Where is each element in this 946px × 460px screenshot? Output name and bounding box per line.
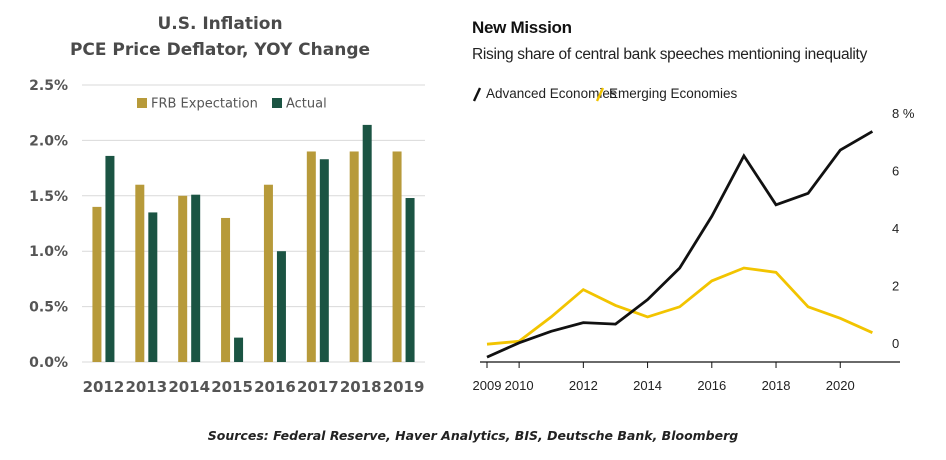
x-tick-label: 2012 xyxy=(569,378,598,393)
x-tick-label: 2019 xyxy=(383,378,425,396)
y-tick-label: 0.0% xyxy=(29,355,68,371)
y-tick-label: 4 xyxy=(892,221,899,236)
x-tick-label: 2009 xyxy=(473,378,502,393)
bar-actual-2018 xyxy=(362,124,372,362)
x-tick-label: 2018 xyxy=(340,378,382,396)
legend-label-actual: Actual xyxy=(286,97,327,112)
bar-chart-svg: 0.0%0.5%1.0%1.5%2.0%2.5% 2012 2013 2014 201… xyxy=(29,78,425,396)
bar-actual-2013 xyxy=(148,212,158,362)
chart-subtitle: Rising share of central bank speeches me… xyxy=(472,46,868,63)
y-tick-label: 1.5% xyxy=(29,189,68,205)
x-tick-label: 2015 xyxy=(211,378,253,396)
bar-frb-expectation-2018 xyxy=(349,151,359,362)
series-line-advanced-economies xyxy=(486,130,874,359)
series-line-emerging-economies xyxy=(486,266,873,346)
bar-actual-2015 xyxy=(234,337,244,362)
legend-swatch-frb-expectation xyxy=(137,98,147,108)
x-tick-label: 2020 xyxy=(826,378,855,393)
x-tick-label: 2017 xyxy=(297,378,339,396)
bar-actual-2016 xyxy=(276,251,286,362)
bar-frb-expectation-2016 xyxy=(263,184,273,362)
bar-frb-expectation-2017 xyxy=(306,151,316,362)
bar-frb-expectation-2013 xyxy=(135,184,145,362)
line-chart-svg: Advanced Economies Emerging Economies 0 2… xyxy=(472,86,915,393)
chart-subtitle: PCE Price Deflator, YOY Change xyxy=(69,40,371,60)
legend-swatch-actual xyxy=(272,98,282,108)
legend-label-advanced-economies: Advanced Economies xyxy=(486,86,617,101)
inequality-line-chart: New Mission Rising share of central bank… xyxy=(460,0,946,410)
y-tick-label: 6 xyxy=(892,164,899,179)
x-tick-label: 2014 xyxy=(633,378,662,393)
x-tick-label: 2018 xyxy=(762,378,791,393)
x-tick-label: 2016 xyxy=(697,378,726,393)
legend-label-frb-expectation: FRB Expectation xyxy=(151,97,258,112)
bar-frb-expectation-2015 xyxy=(221,217,231,362)
sources-footer: Sources: Federal Reserve, Haver Analytic… xyxy=(207,428,739,443)
y-tick-label: 2 xyxy=(892,279,899,294)
x-tick-label: 2012 xyxy=(83,378,125,396)
chart-title: New Mission xyxy=(472,18,572,37)
x-tick-label: 2014 xyxy=(168,378,210,396)
bar-actual-2019 xyxy=(405,198,415,362)
x-tick-label: 2016 xyxy=(254,378,296,396)
y-tick-label: 1.0% xyxy=(29,244,68,260)
bar-frb-expectation-2012 xyxy=(92,206,102,362)
legend-mark-emerging-economies xyxy=(595,87,605,102)
y-tick-label: 0.5% xyxy=(29,300,68,316)
y-tick-label: 8 % xyxy=(892,106,915,121)
bar-actual-2012 xyxy=(105,155,115,362)
legend-mark-advanced-economies xyxy=(472,87,482,102)
bar-frb-expectation-2019 xyxy=(392,151,402,362)
inflation-bar-chart: U.S. Inflation PCE Price Deflator, YOY C… xyxy=(0,0,440,410)
chart-title: U.S. Inflation xyxy=(157,14,283,34)
x-tick-label: 2010 xyxy=(505,378,534,393)
bar-actual-2017 xyxy=(319,159,329,362)
y-tick-label: 2.0% xyxy=(29,133,68,149)
legend-label-emerging-economies: Emerging Economies xyxy=(609,86,738,101)
bar-frb-expectation-2014 xyxy=(178,195,188,362)
y-tick-label: 0 xyxy=(892,336,899,351)
bar-actual-2014 xyxy=(191,194,201,362)
x-tick-label: 2013 xyxy=(125,378,167,396)
y-tick-label: 2.5% xyxy=(29,78,68,94)
